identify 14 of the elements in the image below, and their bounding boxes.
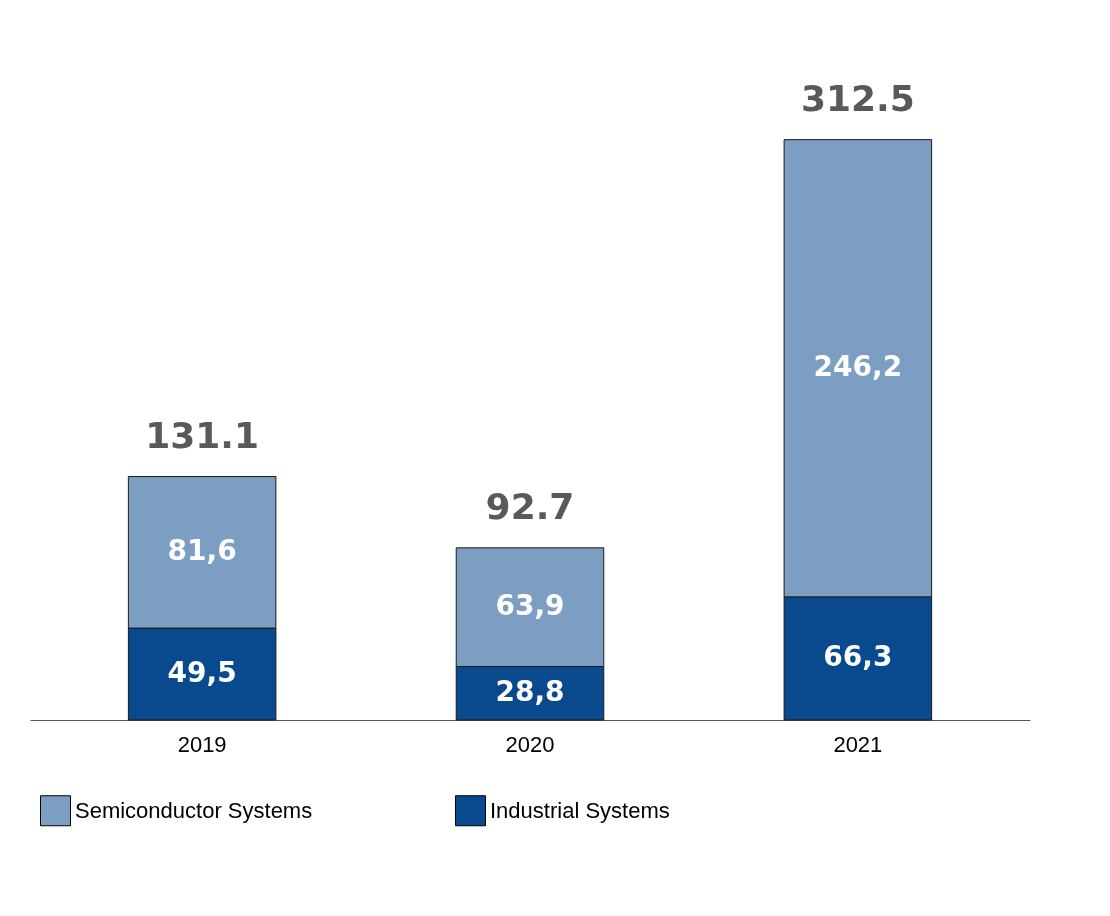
total-label: 92.7	[485, 485, 575, 527]
legend-label: Semiconductor Systems	[75, 797, 313, 823]
data-label: 246,2	[813, 350, 903, 384]
x-tick-label: 2021	[833, 731, 883, 757]
total-label: 131.1	[145, 414, 260, 456]
data-label: 81,6	[167, 534, 237, 568]
data-label: 49,5	[167, 656, 237, 690]
x-tick-label: 2020	[505, 731, 555, 757]
legend-label: Industrial Systems	[490, 797, 670, 823]
data-label: 66,3	[823, 640, 893, 674]
x-tick-label: 2019	[177, 731, 227, 757]
total-label: 312.5	[800, 77, 915, 119]
data-label: 28,8	[495, 675, 565, 709]
data-label: 63,9	[495, 589, 565, 623]
